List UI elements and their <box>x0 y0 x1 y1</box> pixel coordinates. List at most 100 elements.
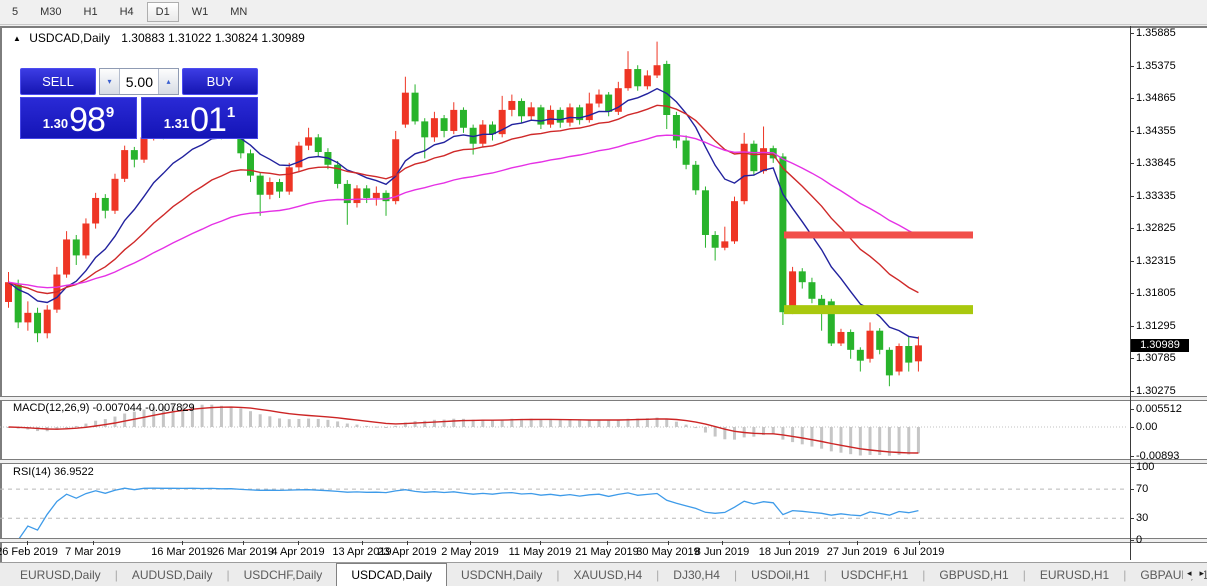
macd-axis-label: -0.00893 <box>1136 450 1180 463</box>
date-axis-label: 21 May 2019 <box>575 546 639 558</box>
price-axis-label: 1.30275 <box>1136 385 1176 397</box>
date-axis-label: 26 Mar 2019 <box>212 546 274 558</box>
price-axis-label: 1.35885 <box>1136 27 1176 39</box>
price-tick-mark <box>1130 358 1134 360</box>
sell-price-panel[interactable]: 1.30 98 9 <box>20 97 137 139</box>
date-tick-mark <box>27 541 28 545</box>
price-axis-label: 1.35375 <box>1136 59 1176 72</box>
macd-axis-label: 0.00 <box>1136 421 1158 433</box>
symbol-tab-xauusd[interactable]: XAUUSD,H4 <box>573 567 643 582</box>
sell-button[interactable]: SELL <box>20 68 96 95</box>
date-axis-label: 2 May 2019 <box>441 546 499 558</box>
price-axis-label: 1.31295 <box>1136 319 1176 332</box>
price-tick-mark <box>1130 98 1134 100</box>
price-tick-mark <box>1130 195 1134 197</box>
current-price-tag: 1.30989 <box>1131 338 1189 352</box>
macd-tick-mark <box>1130 408 1134 410</box>
date-axis-label: 23 Apr 2019 <box>377 546 437 558</box>
rsi-tick-mark <box>1130 467 1134 469</box>
tab-scroll-left-icon[interactable]: ◂ <box>1186 568 1192 578</box>
macd-pane-canvas[interactable] <box>0 400 1130 458</box>
price-axis-label: 1.30785 <box>1136 352 1176 365</box>
chart-ohlc-quotes: 1.30883 1.31022 1.30824 1.30989 <box>121 31 305 45</box>
price-axis-label: 1.33335 <box>1136 189 1176 202</box>
symbol-tab-audusd[interactable]: AUDUSD,Daily <box>131 567 213 582</box>
price-axis-label: 1.34355 <box>1136 124 1176 137</box>
timeframe-button-w1[interactable]: W1 <box>191 6 209 18</box>
symbol-tab-usdcad[interactable]: USDCAD,Daily <box>336 563 447 586</box>
tab-separator: | <box>1123 567 1127 582</box>
symbol-tab-usdoil[interactable]: USDOil,H1 <box>751 567 810 582</box>
symbol-tab-usdchf[interactable]: USDCHF,H1 <box>840 567 909 582</box>
tab-separator: | <box>823 567 827 582</box>
pane-separator[interactable] <box>0 396 1207 401</box>
price-tick-mark <box>1130 260 1134 262</box>
price-tick-mark <box>1130 228 1134 230</box>
price-axis-label: 1.34865 <box>1136 92 1176 105</box>
timeframe-button-h4[interactable]: H4 <box>119 6 134 18</box>
price-axis-label: 1.32825 <box>1136 222 1176 235</box>
tab-separator: | <box>556 567 560 582</box>
price-axis-label: 1.31805 <box>1136 287 1176 300</box>
date-tick-mark <box>470 541 471 545</box>
date-tick-mark <box>789 541 790 545</box>
timeframe-button-d1[interactable]: D1 <box>146 2 179 22</box>
buy-button[interactable]: BUY <box>182 68 258 95</box>
symbol-tab-gbpusd[interactable]: GBPUSD,H1 <box>939 567 1009 582</box>
main-chart-canvas[interactable] <box>0 28 1130 396</box>
buy-price-pipette: 1 <box>226 104 236 121</box>
date-axis-label: 8 Jun 2019 <box>694 546 750 558</box>
timeframe-button-5[interactable]: 5 <box>12 6 19 18</box>
chart-symbol: USDCAD,Daily <box>29 31 110 45</box>
timeframe-button-h1[interactable]: H1 <box>83 6 98 18</box>
tab-separator: | <box>1022 567 1026 582</box>
rsi-axis-label: 30 <box>1136 512 1149 525</box>
symbol-tab-bar: EURUSD,Daily | AUDUSD,Daily | USDCHF,Daily US… <box>0 562 1207 586</box>
date-axis-label: 26 Feb 2019 <box>0 546 58 558</box>
symbol-tab-eurusd[interactable]: EURUSD,H1 <box>1039 567 1110 582</box>
rsi-indicator-label: RSI(14) 36.9522 <box>13 466 94 478</box>
sell-price-pipette: 9 <box>105 104 115 121</box>
sell-price-prefix: 1.30 <box>42 116 69 131</box>
pane-separator[interactable] <box>0 459 1207 464</box>
pane-separator[interactable] <box>0 538 1207 543</box>
date-tick-mark <box>243 541 244 545</box>
date-tick-mark <box>607 541 608 545</box>
tab-separator: | <box>114 567 118 582</box>
date-tick-mark <box>362 541 363 545</box>
price-tick-mark <box>1130 33 1134 34</box>
date-tick-mark <box>182 541 183 545</box>
date-tick-mark <box>857 541 858 545</box>
rsi-axis-label: 70 <box>1136 483 1149 496</box>
symbol-tab-usdchf[interactable]: USDCHF,Daily <box>243 567 323 582</box>
rsi-tick-mark <box>1130 518 1134 520</box>
symbol-tab-dj30[interactable]: DJ30,H4 <box>673 567 720 582</box>
rsi-pane-canvas[interactable] <box>0 463 1130 538</box>
date-tick-mark <box>668 541 669 545</box>
buy-price-big: 01 <box>190 101 227 140</box>
chart-title: ▲ USDCAD,Daily 1.30883 1.31022 1.30824 1… <box>13 31 305 45</box>
rsi-tick-mark <box>1130 489 1134 491</box>
date-axis-label: 13 Apr 2019 <box>332 546 392 558</box>
date-tick-mark <box>919 541 920 545</box>
date-axis-label: 4 Apr 2019 <box>271 546 325 558</box>
tab-separator: | <box>733 567 738 582</box>
symbol-tab-eurusd[interactable]: EURUSD,Daily <box>20 567 101 582</box>
volume-decrease-button[interactable]: ▾ <box>100 69 120 94</box>
rsi-axis-label: 0 <box>1136 534 1143 546</box>
date-axis-label: 7 Mar 2019 <box>65 546 121 558</box>
date-tick-mark <box>722 541 723 545</box>
one-click-trading-widget: SELL ▾ 5.00 ▴ BUY 1.30 98 9 1.31 01 1 <box>20 68 258 139</box>
tab-scroll-arrows: ◂ ▸ <box>1182 568 1204 579</box>
date-axis-label: 27 Jun 2019 <box>826 546 888 558</box>
timeframe-button-m30[interactable]: M30 <box>40 6 62 18</box>
volume-increase-button[interactable]: ▴ <box>158 69 178 94</box>
collapse-triangle-icon[interactable]: ▲ <box>13 34 21 43</box>
symbol-tab-usdcnh[interactable]: USDCNH,Daily <box>461 567 543 582</box>
timeframe-button-mn[interactable]: MN <box>230 6 248 18</box>
date-tick-mark <box>93 541 94 545</box>
volume-spinner: ▾ 5.00 ▴ <box>99 68 179 95</box>
buy-price-panel[interactable]: 1.31 01 1 <box>141 97 258 139</box>
volume-input[interactable]: 5.00 <box>125 73 153 90</box>
tab-scroll-right-icon[interactable]: ▸ <box>1199 568 1204 578</box>
